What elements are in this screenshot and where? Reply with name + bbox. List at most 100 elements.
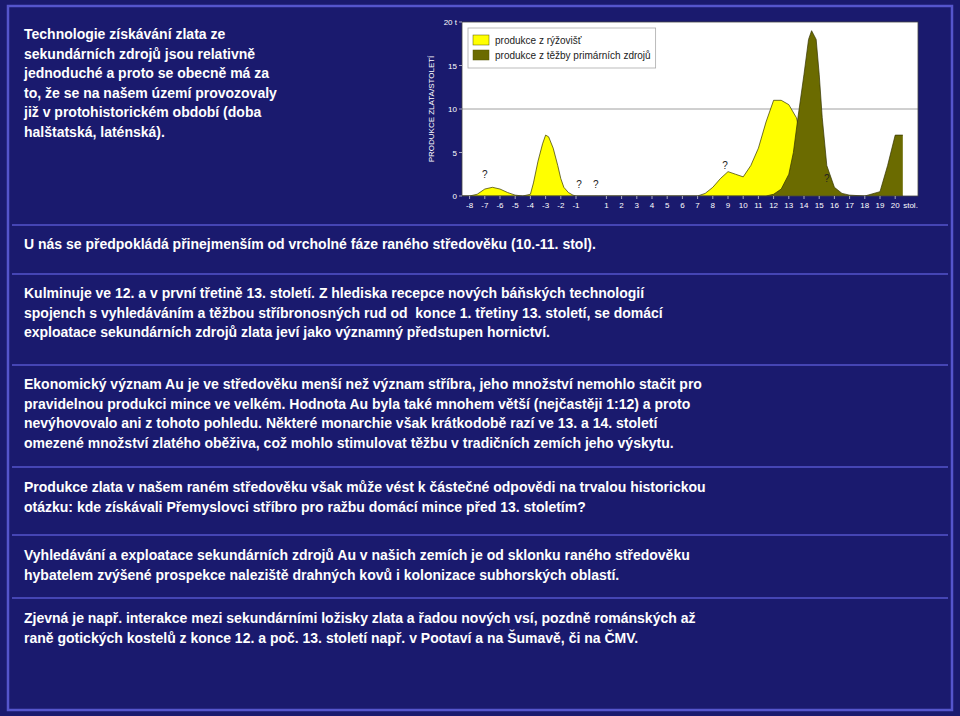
area [462,100,903,196]
legend-label: produkce z těžby primárních zdrojů [495,50,651,61]
y-tick-label: 5 [453,149,458,158]
x-tick-label: -2 [557,201,565,210]
x-tick-label: -6 [496,201,504,210]
x-tick-label: 1 [604,201,609,210]
annotation: ? [722,160,728,171]
slide: Technologie získávání zlata ze sekundární… [0,0,960,716]
x-tick-label: 11 [754,201,763,210]
x-tick [515,196,516,199]
legend-swatch [473,35,489,45]
x-tick-label: 12 [769,201,778,210]
separator [12,224,948,226]
separator [12,534,948,536]
y-tick-label: 10 [448,105,457,114]
border [8,6,952,710]
x-tick-label: -4 [527,201,535,210]
x-tick [621,196,622,199]
x-tick [773,196,774,199]
slide-text-line: již v protohistorickém období (doba [23,104,261,120]
x-tick [576,196,577,199]
y-tick [459,22,462,23]
legend: produkce z rýžovišť produkce z těžby prim… [468,28,656,68]
area-outline [462,100,903,196]
slide-text-line: jednoduché a proto se obecně má za [23,65,269,81]
slide-text-line: Produkce zlata v našem raném středověku … [24,479,706,495]
x-tick-label: -7 [481,201,489,210]
y-axis-label: PRODUKCE ZLATA/STOLETÍ [427,55,436,162]
x-tick [758,196,759,199]
x-tick-label: -8 [466,201,474,210]
slide-text-line: pravidelnou produkci mince ve velkém. Ho… [24,396,690,412]
x-tick-label: 19 [876,201,885,210]
x-tick [864,196,865,199]
x-axis-label: stol. [903,201,918,210]
x-tick [880,196,881,199]
slide-text: Produkce zlata v našem raném středověku … [24,479,706,515]
x-tick-label: 5 [665,201,670,210]
y-tick [459,65,462,66]
x-tick-label: 7 [695,201,700,210]
slide-text-line: otázku: kde získávali Přemyslovci stříbr… [24,499,586,515]
slide-text: Technologie získávání zlata ze sekundární… [23,26,277,140]
x-tick [834,196,835,199]
slide-text-line: Technologie získávání zlata ze [24,26,225,42]
slide-text-line: hybatelem zvýšené prospekce naleziště dr… [24,567,619,583]
x-tick [895,196,896,199]
annotation: ? [593,179,599,190]
slide-text-line: sekundárních zdrojů jsou relativně [24,46,255,62]
slide-text: Vyhledávání a exploatace sekundárních zd… [24,547,690,583]
x-tick-label: 18 [860,201,869,210]
x-tick-label: 13 [784,201,793,210]
x-tick-label: 2 [619,201,624,210]
slide-text: Kulminuje ve 12. a v první třetině 13. s… [24,285,664,340]
legend-box [468,28,656,68]
separator [12,273,948,275]
x-tick-label: 10 [739,201,748,210]
x-tick-label: 15 [815,201,824,210]
x-tick-label: 16 [830,201,839,210]
x-tick-label: 17 [845,201,854,210]
legend-swatch [473,50,489,60]
x-tick-label: 4 [650,201,655,210]
y-tick-label: 0 [453,192,458,201]
slide-text: Ekonomický význam Au je ve středověku me… [24,376,702,451]
plot-area [462,31,918,196]
x-tick-label: -5 [512,201,520,210]
x-tick-label: 6 [680,201,685,210]
y-tick-label: 15 [448,62,457,71]
x-tick-label: -1 [572,201,580,210]
area [462,31,903,196]
x-tick-label: -3 [542,201,550,210]
slide-text-line: Ekonomický význam Au je ve středověku me… [24,376,702,392]
x-tick [500,196,501,199]
x-tick [530,196,531,199]
slide-text-line: Zjevná je např. interakce mezi sekundárn… [24,610,695,626]
reference-line [462,109,918,110]
x-tick [484,196,485,199]
slide-text-line: U nás se předpokládá přinejmenším od vrc… [24,236,596,252]
x-tick [606,196,607,199]
slide-text-line: halštatská, laténská). [24,124,165,140]
y-tick [459,196,462,197]
x-tick [469,196,470,199]
slide-text-line: omezené množství zlatého oběživa, což mo… [24,435,674,451]
background [0,0,960,716]
x-tick [849,196,850,199]
annotation: ? [576,179,582,190]
slide-text-line: Kulminuje ve 12. a v první třetině 13. s… [24,285,645,301]
x-tick [804,196,805,199]
slide-text-line: Vyhledávání a exploatace sekundárních zd… [24,547,690,563]
legend-label: produkce z rýžovišť [495,35,582,46]
y-tick [459,152,462,153]
slide-text-line: raně gotických kostelů z konce 12. a poč… [24,629,638,646]
x-tick-label: 14 [800,201,809,210]
plot-frame [462,22,918,196]
x-tick [545,196,546,199]
x-tick [697,196,698,199]
separator [12,597,948,599]
x-tick [819,196,820,199]
x-tick [788,196,789,199]
slide-text-line: to, že se na našem území provozovaly [24,85,277,101]
slide-text-line: spojench s vyhledáváním a těžbou stříbro… [24,305,664,321]
separator [12,466,948,468]
